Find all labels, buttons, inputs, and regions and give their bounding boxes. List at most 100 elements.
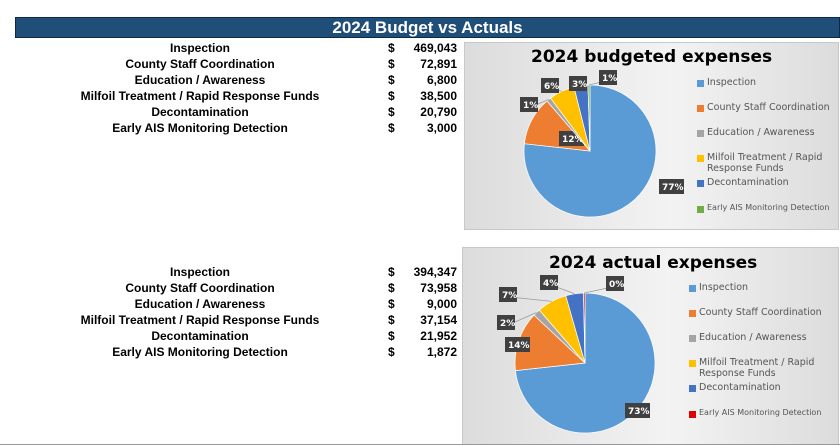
row-label: Early AIS Monitoring Detection [112,121,288,135]
page-header: 2024 Budget vs Actuals [15,17,840,38]
legend-item: Milfoil Treatment / Rapid Response Funds [697,152,840,174]
row-label: Milfoil Treatment / Rapid Response Funds [80,89,320,103]
legend-swatch [689,285,696,292]
legend-item: Education / Awareness [689,332,840,343]
row-value: 3,000 [426,121,457,135]
row-value: 73,958 [420,281,457,295]
row-label: Education / Awareness [134,73,266,87]
legend-item: County Staff Coordination [689,307,840,318]
legend-swatch [689,360,696,367]
pie-slice [523,84,657,218]
data-label-box [569,76,587,91]
currency-symbol: $ [388,41,395,55]
row-label: Milfoil Treatment / Rapid Response Funds [80,313,320,327]
legend-label: Inspection [707,77,757,88]
data-label: 4% [543,279,558,289]
currency-symbol: $ [388,57,395,71]
data-label-box [520,97,538,112]
legend-item: Inspection [697,77,840,88]
table-row: County Staff Coordination $73,958 [0,280,470,296]
legend-label: Decontamination [699,382,781,393]
legend-swatch [697,130,704,137]
legend-item: Decontamination [697,177,840,188]
table-row: Inspection $394,347 [0,264,470,280]
legend-item: County Staff Coordination [697,102,840,113]
data-label-box [599,70,617,85]
data-label-box [505,337,530,352]
actual-table: Inspection $394,347 County Staff Coordinat… [0,264,470,360]
legend-swatch [697,80,704,87]
legend-label: Inspection [699,282,749,293]
table-row: Education / Awareness $9,000 [0,296,470,312]
row-label: Decontamination [151,105,249,119]
legend-label: County Staff Coordination [699,307,822,318]
currency-symbol: $ [388,329,395,343]
table-row: County Staff Coordination $72,891 [0,56,470,72]
legend-item: Milfoil Treatment / Rapid Response Funds [689,357,840,379]
legend-item: Early AIS Monitoring Detection [689,408,840,418]
table-row: Decontamination $21,952 [0,328,470,344]
currency-symbol: $ [388,121,395,135]
data-label: 77% [662,183,684,193]
data-label-box [625,403,650,418]
legend-label: Milfoil Treatment / Rapid Response Funds [699,357,815,379]
currency-symbol: $ [388,345,395,359]
legend-item: Inspection [689,282,840,293]
chart-title: 2024 budgeted expenses [531,47,773,67]
currency-symbol: $ [388,73,395,87]
legend-swatch [697,180,704,187]
currency-symbol: $ [388,265,395,279]
actual-pie-chart: 73% 14% 2% 7% 4% 0% 2024 actual expenses Insp… [462,247,839,445]
row-value: 6,800 [426,73,457,87]
legend-item: Education / Awareness [697,127,840,138]
row-label: Early AIS Monitoring Detection [112,345,288,359]
legend-swatch [689,335,696,342]
currency-symbol: $ [388,105,395,119]
row-label: Inspection [169,41,230,55]
row-value: 20,790 [420,105,457,119]
data-label-box [606,276,624,291]
currency-symbol: $ [388,89,395,103]
data-label: 1% [523,101,538,111]
actual-pie-svg: 73% 14% 2% 7% 4% 0% [497,275,656,434]
currency-symbol: $ [388,297,395,311]
row-label: Inspection [169,265,230,279]
chart-title: 2024 actual expenses [549,253,758,273]
data-label: 7% [502,291,517,301]
legend-swatch [689,385,696,392]
data-label: 2% [500,319,515,329]
data-label: 14% [508,341,530,351]
currency-symbol: $ [388,313,395,327]
budget-table: Inspection $469,043 County Staff Coordinat… [0,40,470,136]
legend-label: Education / Awareness [707,127,815,138]
row-value: 72,891 [420,57,457,71]
legend-label: Milfoil Treatment / Rapid Response Funds [707,152,823,174]
row-value: 394,347 [413,265,457,279]
currency-symbol: $ [388,281,395,295]
data-label-box [497,315,515,330]
row-value: 1,872 [426,345,457,359]
row-value: 38,500 [420,89,457,103]
data-label-box [659,179,684,194]
table-row: Education / Awareness $6,800 [0,72,470,88]
data-label: 0% [609,280,624,290]
data-label-box [499,287,517,302]
legend-label: Decontamination [707,177,789,188]
row-label: County Staff Coordination [125,57,275,71]
table-row: Milfoil Treatment / Rapid Response Funds… [0,312,470,328]
row-value: 21,952 [420,329,457,343]
table-row: Early AIS Monitoring Detection $3,000 [0,120,470,136]
row-label: Decontamination [151,329,249,343]
data-label: 1% [602,74,617,84]
budget-pie-chart: 77% 12% 1% 6% 3% 1% 2024 budgeted expenses In… [464,42,839,230]
row-label: Education / Awareness [134,297,266,311]
data-label-box [541,78,559,93]
legend-swatch [689,411,696,418]
data-label: 3% [572,80,587,90]
row-label: County Staff Coordination [125,281,275,295]
data-label-box [540,275,558,290]
data-label: 6% [544,82,559,92]
table-row: Decontamination $20,790 [0,104,470,120]
legend-swatch [697,206,704,213]
table-row: Inspection $469,043 [0,40,470,56]
